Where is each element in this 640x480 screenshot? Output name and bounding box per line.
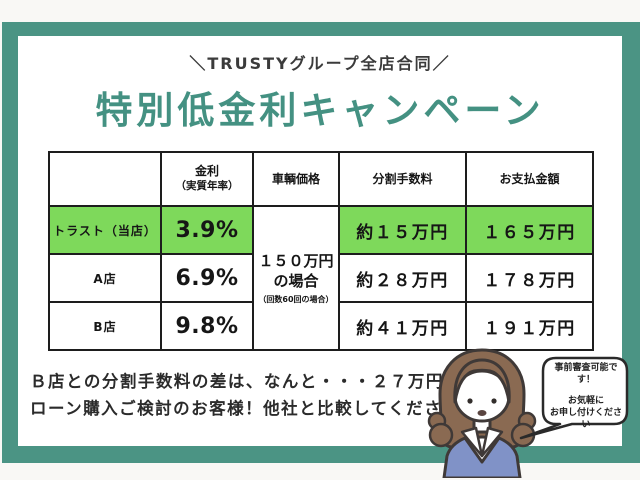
total-b: １９１万円: [465, 301, 594, 351]
table-row-shop-a: A店 6.9% 約２８万円 １７８万円: [48, 253, 594, 303]
page-title: 特別低金利キャンペーン: [95, 89, 545, 132]
pricing-table: 金利 （実質年率） 車輌価格 分割手数料 お支払金額 トラスト（当店） 3.9%…: [48, 151, 594, 351]
footer-note: Ｂ店との分割手数料の差は、なんと・・・２７万円！ ローン購入ご検討のお客様！他社…: [30, 368, 478, 422]
fee-a: 約２８万円: [338, 253, 467, 303]
bubble-line1: 事前審査可能です！: [554, 363, 618, 385]
speech-bubble-text: 事前審査可能です！ お気軽に お申し付けください: [546, 362, 626, 431]
rate-b: 9.8%: [160, 301, 254, 351]
total-trust: １６５万円: [465, 205, 594, 255]
table-row-shop-b: B店 9.8% 約４１万円 １９１万円: [48, 301, 594, 351]
table-row-trust: トラスト（当店） 3.9% １５０万円 の場合 （回数60回の場合） 約１５万円…: [48, 205, 594, 351]
vehicle-price-cell: １５０万円 の場合 （回数60回の場合）: [252, 205, 340, 351]
column-header-price: 車輌価格: [252, 151, 340, 207]
speech-bubble: [519, 356, 629, 440]
campaign-slogan: ＼TRUSTYグループ全店合同／: [189, 54, 451, 73]
staff-woman-illustration: [427, 348, 537, 478]
rate-a: 6.9%: [160, 253, 254, 303]
store-name-trust: トラスト（当店）: [48, 205, 162, 255]
table-header-row: 金利 （実質年率） 車輌価格 分割手数料 お支払金額: [48, 151, 594, 207]
store-name-a: A店: [48, 253, 162, 303]
fee-b: 約４１万円: [338, 301, 467, 351]
bubble-line2: お気軽に: [567, 396, 604, 406]
footer-note-line2: ローン購入ご検討のお客様！他社と比較してください！: [30, 399, 479, 418]
bubble-line3: お申し付けください: [549, 408, 622, 430]
store-name-b: B店: [48, 301, 162, 351]
column-header-store: [48, 151, 162, 207]
column-header-fee: 分割手数料: [338, 151, 467, 207]
total-a: １７８万円: [465, 253, 594, 303]
column-header-total: お支払金額: [465, 151, 594, 207]
rate-trust: 3.9%: [160, 205, 254, 255]
fee-trust: 約１５万円: [338, 205, 467, 255]
footer-note-line1: Ｂ店との分割手数料の差は、なんと・・・２７万円！: [30, 372, 462, 391]
column-header-rate: 金利 （実質年率）: [160, 151, 254, 207]
